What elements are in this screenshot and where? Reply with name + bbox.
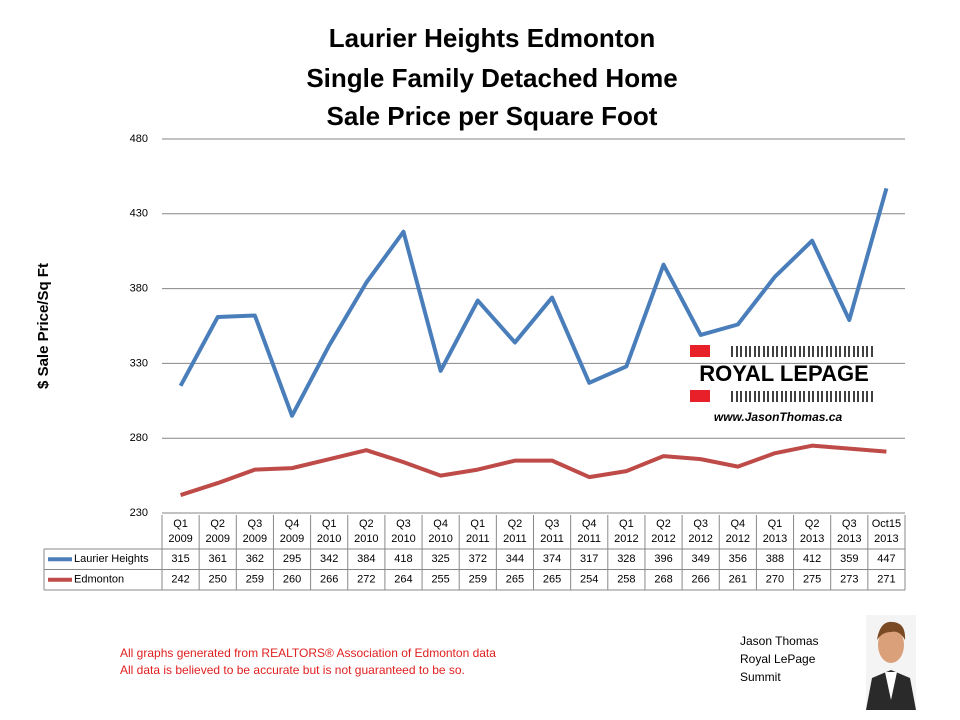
legend-label: Edmonton: [74, 574, 124, 586]
chart-title: Sale Price per Square Foot: [327, 101, 658, 131]
y-tick-label: 430: [130, 208, 148, 220]
table-value: 259: [469, 574, 487, 586]
footer-note: All graphs generated from REALTORS® Asso…: [120, 646, 496, 660]
photo: [866, 615, 916, 710]
table-value: 388: [766, 553, 784, 565]
x-tick-label: Q3 2013: [837, 518, 861, 545]
table-value: 270: [766, 574, 784, 586]
table-value: 315: [171, 553, 189, 565]
table-value: 384: [357, 553, 375, 565]
table-value: 268: [654, 574, 672, 586]
table-value: 250: [209, 574, 227, 586]
table-value: 275: [803, 574, 821, 586]
logo-bar: [690, 390, 710, 402]
table-value: 412: [803, 553, 821, 565]
x-tick-label: Q4 2009: [280, 518, 304, 545]
table-value: 349: [691, 553, 709, 565]
table-value: 265: [543, 574, 561, 586]
table-value: 264: [394, 574, 412, 586]
x-tick-label: Q2 2013: [800, 518, 824, 545]
x-tick-label: Q3 2012: [688, 518, 712, 545]
logo-url: www.JasonThomas.ca: [714, 410, 843, 424]
table-value: 362: [246, 553, 264, 565]
table-value: 317: [580, 553, 598, 565]
table-value: 261: [729, 574, 747, 586]
series-line: [179, 443, 887, 497]
series-line: [178, 187, 889, 418]
table-value: 254: [580, 574, 598, 586]
x-tick-label: Q1 2010: [317, 518, 341, 545]
signature: Summit: [740, 670, 781, 684]
table-value: 361: [209, 553, 227, 565]
logo-box: [690, 359, 878, 389]
y-tick-label: 330: [130, 357, 148, 369]
x-tick-label: Q2 2010: [354, 518, 378, 545]
table-value: 266: [691, 574, 709, 586]
footer-note: All data is believed to be accurate but …: [120, 663, 465, 677]
table-value: 242: [171, 574, 189, 586]
table-value: 356: [729, 553, 747, 565]
x-tick-label: Oct15 2013: [872, 518, 901, 545]
table-value: 328: [617, 553, 635, 565]
table-value: 418: [394, 553, 412, 565]
logo-bar: [690, 345, 710, 357]
x-tick-label: Q2 2009: [205, 518, 229, 545]
x-tick-label: Q4 2012: [726, 518, 750, 545]
table-value: 259: [246, 574, 264, 586]
legend-label: Laurier Heights: [74, 553, 149, 565]
y-axis-label: $ Sale Price/Sq Ft: [35, 263, 52, 389]
y-tick-label: 230: [130, 507, 148, 519]
table-value: 374: [543, 553, 561, 565]
table-value: 342: [320, 553, 338, 565]
x-tick-label: Q3 2011: [540, 518, 564, 545]
logo-stripes: [731, 346, 873, 402]
x-tick-label: Q1 2012: [614, 518, 638, 545]
x-tick-label: Q3 2010: [391, 518, 415, 545]
x-tick-label: Q2 2011: [503, 518, 527, 545]
table-value: 447: [877, 553, 895, 565]
table-value: 396: [654, 553, 672, 565]
x-tick-label: Q3 2009: [243, 518, 267, 545]
table-value: 271: [877, 574, 895, 586]
table-value: 295: [283, 553, 301, 565]
logo-brand: ROYAL LEPAGE: [699, 361, 869, 386]
table-value: 265: [506, 574, 524, 586]
signature: Royal LePage: [740, 652, 816, 666]
table-value: 344: [506, 553, 524, 565]
photo-hair: [877, 621, 906, 640]
chart-title: Single Family Detached Home: [306, 63, 677, 93]
x-tick-label: Q2 2012: [651, 518, 675, 545]
logo: ROYAL LEPAGE www.JasonThomas.ca: [690, 345, 878, 424]
y-tick-label: 380: [130, 283, 148, 295]
x-tick-label: Q1 2011: [466, 518, 490, 545]
table-value: 260: [283, 574, 301, 586]
x-tick-label: Q1 2009: [168, 518, 192, 545]
table-value: 325: [431, 553, 449, 565]
photo-shirt: [885, 672, 897, 700]
table-value: 255: [431, 574, 449, 586]
photo-face: [878, 627, 904, 663]
table-value: 258: [617, 574, 635, 586]
table-value: 266: [320, 574, 338, 586]
y-tick-label: 480: [130, 133, 148, 145]
table-value: 372: [469, 553, 487, 565]
table-value: 359: [840, 553, 858, 565]
x-tick-label: Q4 2010: [428, 518, 452, 545]
table-value: 272: [357, 574, 375, 586]
x-tick-label: Q1 2013: [763, 518, 787, 545]
signature: Jason Thomas: [740, 634, 819, 648]
y-tick-label: 280: [130, 432, 148, 444]
chart-title: Laurier Heights Edmonton: [329, 23, 655, 53]
table-value: 273: [840, 574, 858, 586]
x-tick-label: Q4 2011: [577, 518, 601, 545]
